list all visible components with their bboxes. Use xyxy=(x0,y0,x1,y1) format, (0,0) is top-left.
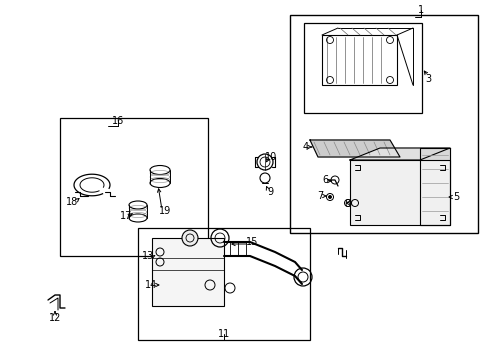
Text: 12: 12 xyxy=(49,313,61,323)
Text: 14: 14 xyxy=(144,280,157,290)
Bar xyxy=(289,15,477,233)
Text: 11: 11 xyxy=(218,329,230,339)
Text: 4: 4 xyxy=(303,142,308,152)
Circle shape xyxy=(182,230,198,246)
Polygon shape xyxy=(349,148,449,160)
Text: 16: 16 xyxy=(112,116,124,126)
Text: 13: 13 xyxy=(142,251,154,261)
Polygon shape xyxy=(309,140,399,157)
Text: 3: 3 xyxy=(424,74,430,84)
Text: 5: 5 xyxy=(452,192,458,202)
Text: 10: 10 xyxy=(264,152,277,162)
Polygon shape xyxy=(419,148,449,225)
Bar xyxy=(152,238,224,306)
Text: 6: 6 xyxy=(321,175,327,185)
Text: 18: 18 xyxy=(66,197,78,207)
Bar xyxy=(138,228,309,340)
Text: 1: 1 xyxy=(417,5,423,15)
Text: 19: 19 xyxy=(159,206,171,216)
Bar xyxy=(349,160,449,225)
Text: 7: 7 xyxy=(316,191,323,201)
Text: 17: 17 xyxy=(120,211,132,221)
Text: 15: 15 xyxy=(245,237,258,247)
Text: 9: 9 xyxy=(266,187,272,197)
Text: 8: 8 xyxy=(343,199,349,209)
Bar xyxy=(321,35,396,85)
Bar xyxy=(304,23,421,113)
Circle shape xyxy=(328,195,331,198)
Bar xyxy=(60,118,207,256)
